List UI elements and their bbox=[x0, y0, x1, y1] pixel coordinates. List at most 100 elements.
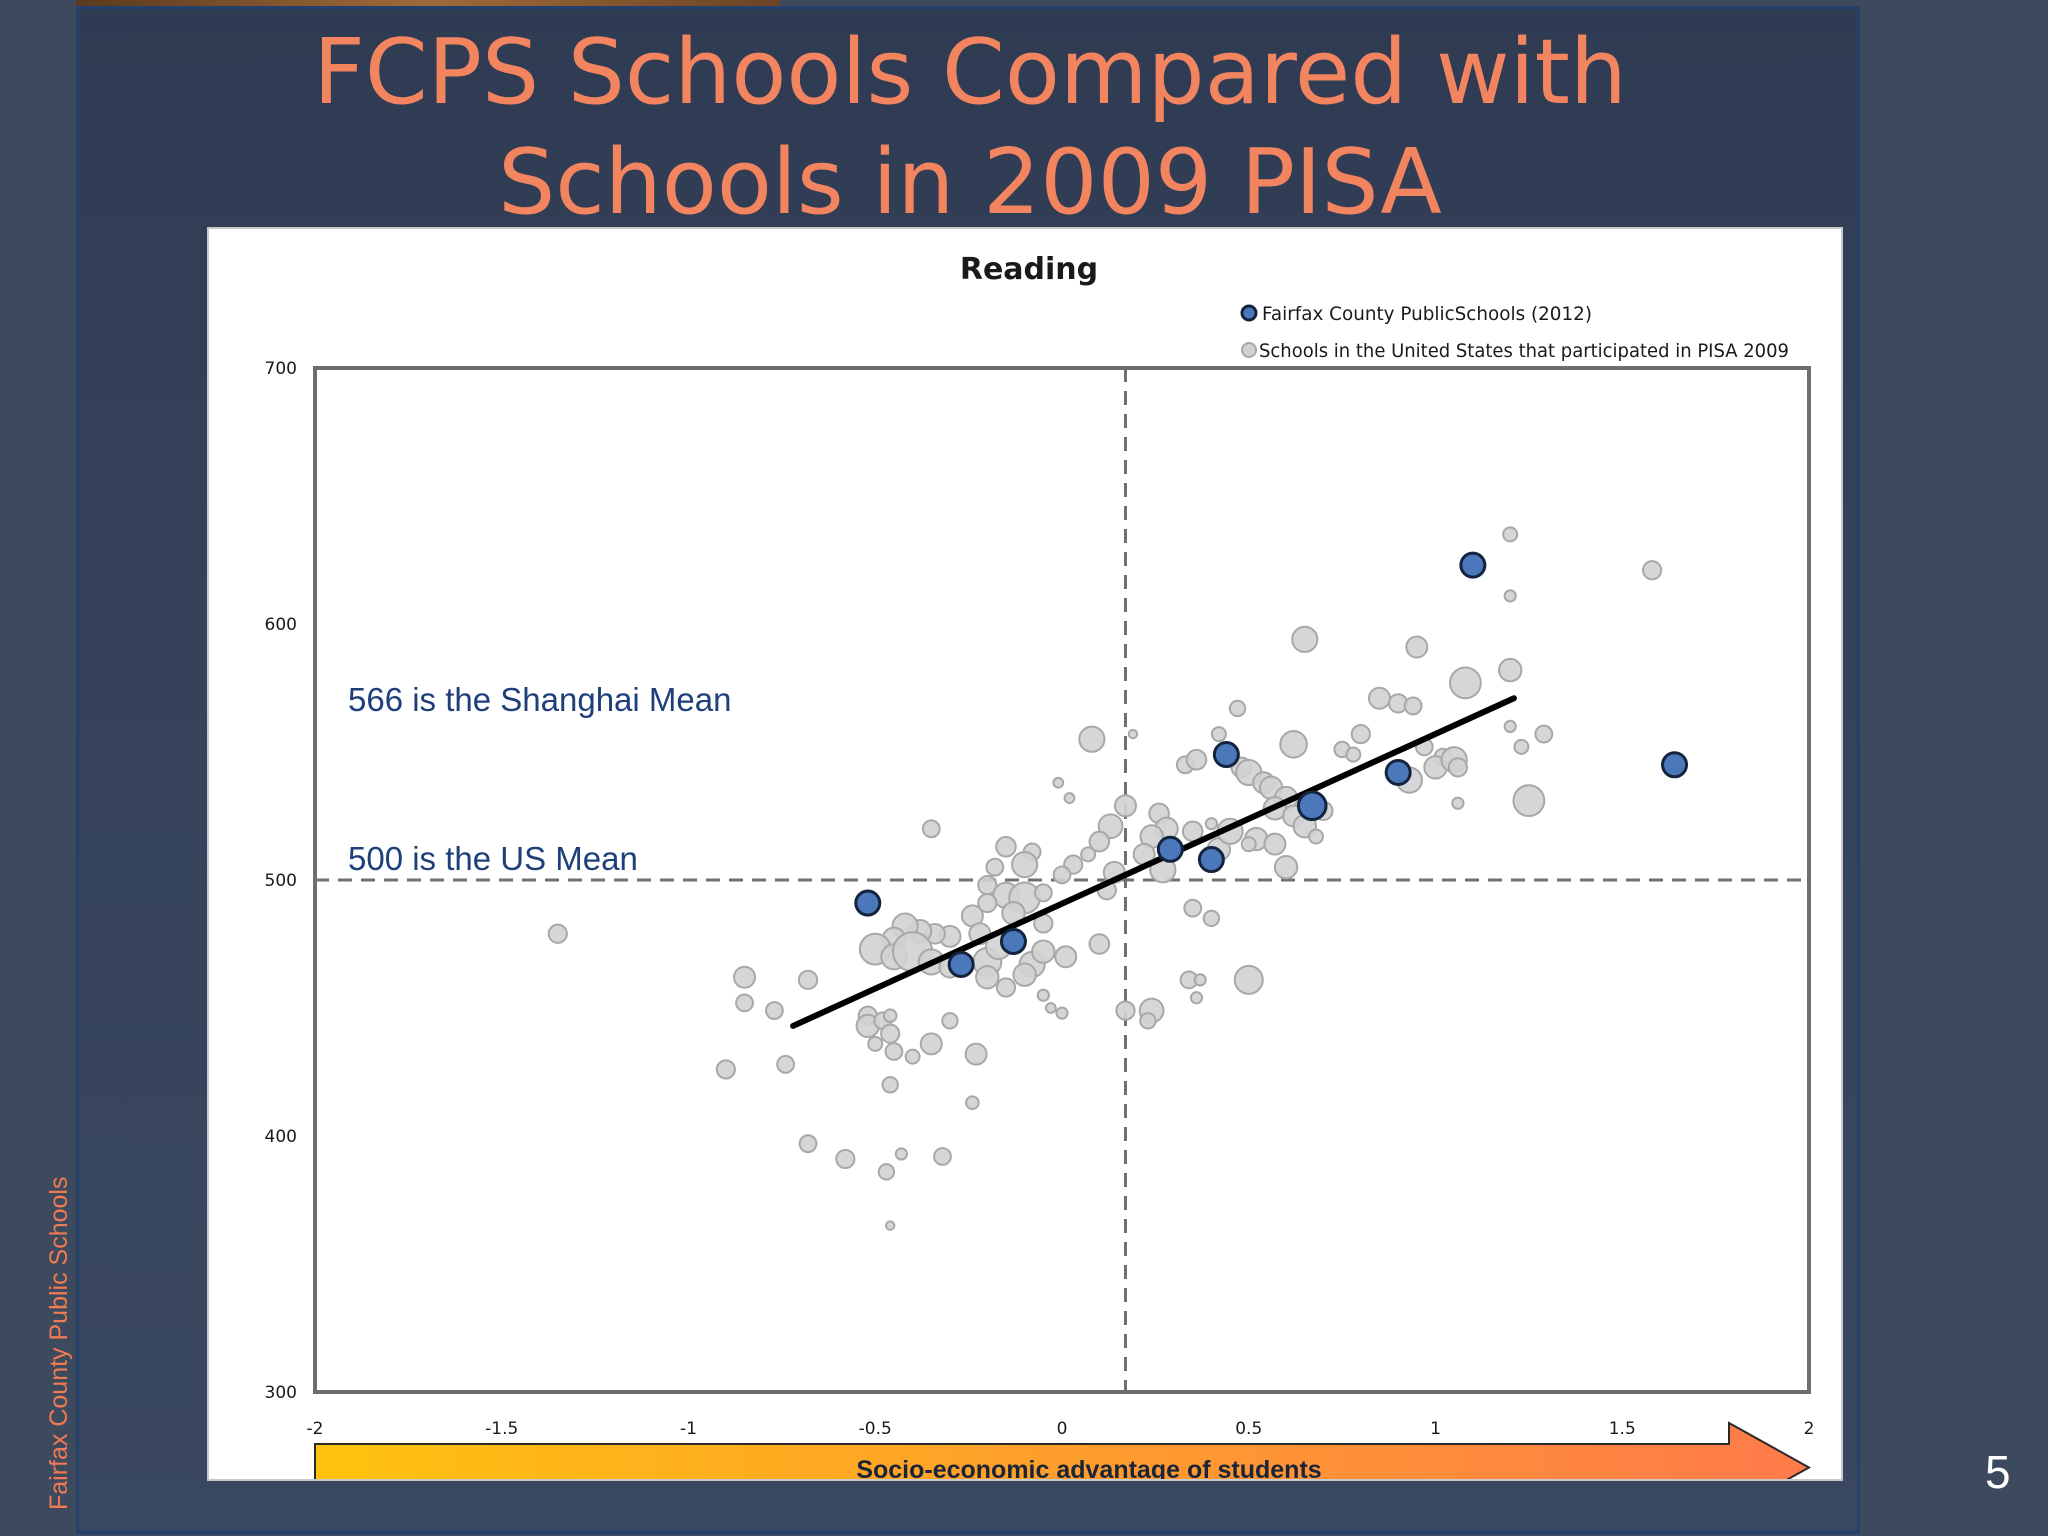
us-school-point bbox=[1127, 728, 1139, 740]
us-school-point bbox=[1204, 817, 1219, 831]
us-school-point bbox=[1052, 865, 1072, 885]
us-school-point bbox=[1503, 589, 1517, 603]
us-school-point bbox=[1350, 723, 1371, 745]
us-school-point bbox=[1036, 988, 1050, 1002]
y-tick-label: 600 bbox=[265, 615, 297, 635]
us-school-point bbox=[867, 1035, 884, 1052]
us-school-point bbox=[1534, 724, 1554, 744]
top-strip-decoration bbox=[76, 0, 780, 6]
legend-fcps-label: Fairfax County PublicSchools (2012) bbox=[1262, 303, 1592, 325]
x-tick-label: 0.5 bbox=[1235, 1419, 1262, 1439]
us-school-point bbox=[1202, 909, 1221, 928]
us-school-point bbox=[921, 819, 941, 839]
fcps-school-point bbox=[1296, 790, 1328, 822]
x-tick-label: 1.5 bbox=[1609, 1419, 1636, 1439]
us-school-point bbox=[1403, 696, 1423, 716]
us-school-point bbox=[776, 1054, 796, 1074]
us-school-point bbox=[735, 993, 754, 1013]
x-axis-label: Socio-economic advantage of students bbox=[856, 1456, 1321, 1479]
us-school-point bbox=[933, 1147, 952, 1166]
fcps-school-point bbox=[947, 950, 975, 978]
fcps-school-point bbox=[1156, 835, 1184, 863]
y-tick-label: 300 bbox=[265, 1383, 297, 1403]
x-tick-label: 2 bbox=[1804, 1419, 1815, 1439]
us-school-point bbox=[1367, 686, 1391, 710]
us-school-point bbox=[964, 1042, 988, 1066]
us-school-point bbox=[1033, 883, 1053, 903]
us-school-point bbox=[1345, 746, 1362, 763]
chart-card: Reading 700 600 500 400 300 -2 -1.5 -1 -0.5 0 0.5 1 1… bbox=[207, 227, 1843, 1481]
us-school-point bbox=[882, 1008, 898, 1023]
fcps-school-point bbox=[1384, 758, 1412, 786]
us-school-point bbox=[1113, 794, 1137, 818]
us-school-point bbox=[884, 1220, 896, 1231]
us-school-point bbox=[1240, 836, 1257, 853]
slide-title: FCPS Schools Compared with Schools in 20… bbox=[260, 18, 1680, 238]
us-school-point bbox=[1078, 725, 1106, 753]
us-school-point bbox=[877, 1163, 896, 1181]
fcps-school-point bbox=[854, 889, 882, 917]
us-school-point bbox=[1447, 757, 1469, 778]
fcps-school-point bbox=[1197, 846, 1225, 874]
us-school-point bbox=[1115, 1000, 1136, 1021]
us-school-point bbox=[1011, 851, 1039, 879]
x-tick-label: -0.5 bbox=[859, 1419, 892, 1439]
us-school-point bbox=[1448, 666, 1482, 700]
us-school-point bbox=[881, 1076, 899, 1094]
us-school-point bbox=[1307, 828, 1324, 845]
fcps-school-point bbox=[1212, 741, 1240, 769]
title-line-1: FCPS Schools Compared with bbox=[313, 20, 1627, 125]
us-school-point bbox=[1642, 560, 1663, 581]
us-school-point bbox=[1263, 832, 1287, 856]
us-school-point bbox=[1055, 1006, 1069, 1020]
us-school-point bbox=[941, 1012, 959, 1030]
us-school-point bbox=[1503, 719, 1517, 733]
us-school-point bbox=[1185, 748, 1208, 771]
us-school-point bbox=[1054, 945, 1078, 969]
us-school-point bbox=[985, 857, 1005, 877]
us-school-point bbox=[975, 965, 1000, 990]
us-school-point bbox=[765, 1001, 784, 1020]
legend-fcps-marker bbox=[1240, 304, 1258, 322]
us-school-point bbox=[1291, 625, 1319, 653]
x-tick-label: 0 bbox=[1057, 1419, 1068, 1439]
legend-us-marker bbox=[1241, 342, 1257, 358]
us-school-point bbox=[965, 1095, 980, 1111]
us-school-point bbox=[1210, 726, 1227, 743]
y-tick-label: 400 bbox=[265, 1127, 297, 1147]
us-school-point bbox=[995, 835, 1017, 858]
us-school-point bbox=[835, 1148, 856, 1170]
us-school-point bbox=[1052, 776, 1065, 789]
us-school-point bbox=[547, 923, 568, 944]
us-school-point bbox=[1012, 962, 1037, 987]
legend-us-label: Schools in the United States that partic… bbox=[1259, 340, 1789, 362]
y-tick-label: 700 bbox=[265, 359, 297, 379]
us-school-point bbox=[1080, 846, 1097, 863]
us-school-point bbox=[1512, 784, 1546, 818]
annotation-shanghai-mean: 566 is the Shanghai Mean bbox=[348, 681, 731, 718]
title-line-2: Schools in 2009 PISA bbox=[498, 130, 1442, 235]
x-tick-label: 1 bbox=[1430, 1419, 1441, 1439]
fcps-school-point bbox=[999, 927, 1027, 955]
us-school-point bbox=[1088, 933, 1111, 955]
us-school-point bbox=[1451, 796, 1465, 810]
us-school-point bbox=[1044, 1002, 1057, 1014]
us-school-point bbox=[1183, 898, 1203, 918]
fcps-school-point bbox=[1661, 751, 1689, 779]
us-school-point bbox=[797, 969, 819, 990]
fcps-school-point bbox=[1459, 551, 1487, 579]
us-school-point bbox=[798, 1134, 818, 1154]
us-school-point bbox=[904, 1048, 921, 1065]
trend-line bbox=[790, 695, 1517, 1029]
us-school-point bbox=[1031, 939, 1056, 964]
y-tick-label: 500 bbox=[265, 871, 297, 891]
us-school-point bbox=[733, 965, 757, 989]
us-school-point bbox=[1502, 526, 1519, 543]
us-school-point bbox=[1405, 635, 1429, 659]
chart-title: Reading bbox=[960, 252, 1098, 287]
us-school-point bbox=[884, 1042, 904, 1061]
us-school-point bbox=[1193, 973, 1207, 987]
side-label: Fairfax County Public Schools bbox=[45, 1176, 73, 1510]
page-number: 5 bbox=[1985, 1446, 2011, 1498]
scatter-chart: Reading 700 600 500 400 300 -2 -1.5 -1 -0.5 0 0.5 1 1… bbox=[265, 252, 1815, 1479]
